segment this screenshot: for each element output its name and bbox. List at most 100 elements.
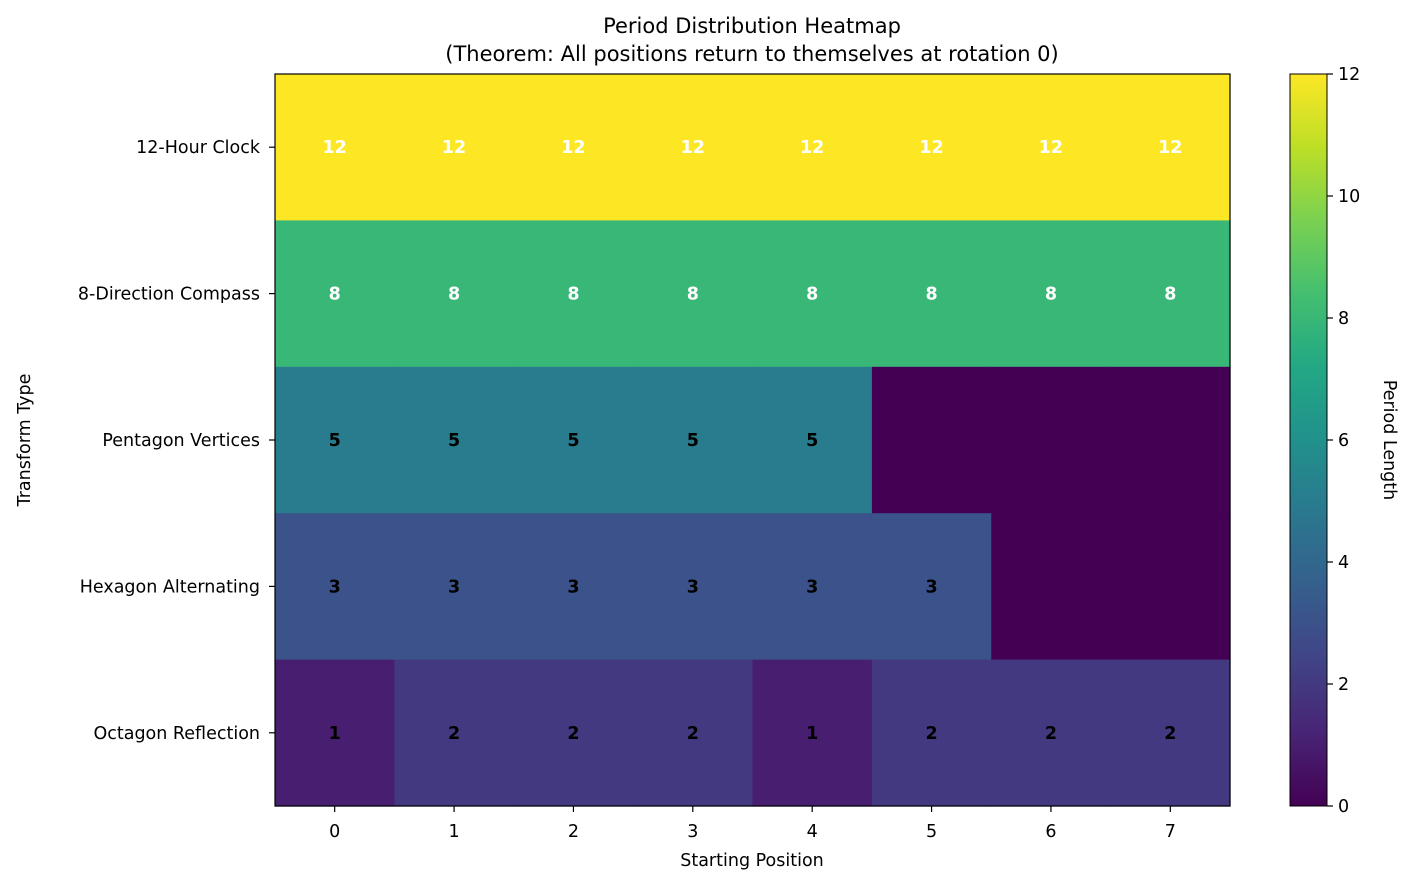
cell-value-label: 8 [329,285,341,305]
cell-value-label: 12 [442,138,466,158]
heatmap-cell [991,366,1112,514]
heatmap-cell [991,513,1112,661]
heatmap-cell [275,74,395,221]
y-tick-label: Hexagon Alternating [80,577,260,597]
heatmap-cell [513,220,634,368]
heatmap-cell [991,74,1112,221]
cell-value-label: 8 [448,285,460,305]
heatmap-cell [991,220,1112,368]
cell-value-label: 2 [1164,724,1176,744]
x-tick-label: 4 [807,822,818,842]
x-tick-label: 6 [1045,822,1056,842]
heatmap-cell [633,74,754,221]
heatmap-cell [752,366,873,514]
heatmap-cell [1110,366,1231,514]
heatmap-cell [752,220,873,368]
heatmap-cell [394,74,515,221]
cell-value-label: 3 [448,577,460,597]
y-axis-ticks: 12-Hour Clock 8-Direction Compass Pentagon… [78,138,275,744]
cell-value-label: 8 [806,285,818,305]
colorbar-tick-label: 0 [1338,797,1349,817]
colorbar-ticks: 0 2 4 6 8 10 12 [1327,65,1360,817]
chart-title: Period Distribution Heatmap [603,14,901,38]
heatmap-cell [1110,74,1231,221]
heatmap-cell [871,366,992,514]
heatmap-cell [394,513,515,661]
x-tick-label: 2 [568,822,579,842]
cell-value-label: 3 [925,577,937,597]
colorbar-tick-label: 12 [1338,65,1360,85]
heatmap-cell [871,74,992,221]
cell-value-label: 5 [806,431,818,451]
cell-value-label: 2 [567,724,579,744]
heatmap-cell [991,659,1112,807]
cell-value-label: 1 [806,724,818,744]
heatmap-cell [394,659,515,807]
heatmap-cell [752,513,873,661]
cell-value-label: 3 [567,577,579,597]
heatmap-cells [275,74,1231,807]
cell-value-label: 5 [329,431,341,451]
heatmap-cell [752,659,873,807]
colorbar-tick-label: 6 [1338,431,1349,451]
cell-value-label: 8 [567,285,579,305]
x-tick-label: 1 [448,822,459,842]
y-tick-label: 12-Hour Clock [136,138,261,158]
x-tick-label: 5 [926,822,937,842]
cell-value-label: 1 [329,724,341,744]
cell-value-label: 8 [1045,285,1057,305]
cell-value-label: 8 [1164,285,1176,305]
colorbar-tick-label: 2 [1338,675,1349,695]
cell-value-label: 12 [1039,138,1063,158]
heatmap-cell [394,366,515,514]
cell-value-label: 2 [925,724,937,744]
heatmap-cell [871,513,992,661]
x-axis-label: Starting Position [680,851,824,871]
heatmap-cell [513,366,634,514]
x-tick-label: 3 [687,822,698,842]
heatmap-cell [871,220,992,368]
heatmap-cell [275,366,395,514]
cell-value-label: 3 [687,577,699,597]
cell-value-label: 12 [800,138,824,158]
y-tick-label: Octagon Reflection [93,724,260,744]
heatmap-cell [633,366,754,514]
chart-subtitle: (Theorem: All positions return to themse… [445,42,1058,66]
heatmap-cell [633,220,754,368]
x-tick-label: 0 [329,822,340,842]
heatmap-cell [871,659,992,807]
cell-value-label: 5 [448,431,460,451]
cell-value-label: 12 [561,138,585,158]
y-tick-label: 8-Direction Compass [78,285,260,305]
cell-value-label: 5 [567,431,579,451]
heatmap-cell [275,220,395,368]
cell-value-label: 2 [448,724,460,744]
heatmap-cell [275,513,395,661]
cell-value-label: 12 [681,138,705,158]
heatmap-cell [633,513,754,661]
cell-value-label: 2 [1045,724,1057,744]
heatmap-cell [633,659,754,807]
cell-value-label: 12 [919,138,943,158]
cell-value-label: 12 [323,138,347,158]
heatmap-cell [513,74,634,221]
cell-value-label: 12 [1158,138,1182,158]
y-tick-label: Pentagon Vertices [102,431,260,451]
x-tick-label: 7 [1165,822,1176,842]
heatmap-cell [275,659,395,807]
x-axis-ticks: 0 1 2 3 4 5 6 7 [329,806,1176,842]
heatmap-cell [752,74,873,221]
colorbar-tick-label: 8 [1338,309,1349,329]
colorbar-tick-label: 10 [1338,187,1360,207]
heatmap-cell [1110,659,1231,807]
cell-value-label: 5 [687,431,699,451]
colorbar-label: Period Length [1379,380,1399,501]
colorbar-tick-label: 4 [1338,553,1349,573]
heatmap-cell [1110,220,1231,368]
cell-value-label: 3 [329,577,341,597]
cell-value-label: 8 [687,285,699,305]
cell-value-label: 2 [687,724,699,744]
y-axis-label: Transform Type [15,374,35,508]
heatmap-cell [394,220,515,368]
